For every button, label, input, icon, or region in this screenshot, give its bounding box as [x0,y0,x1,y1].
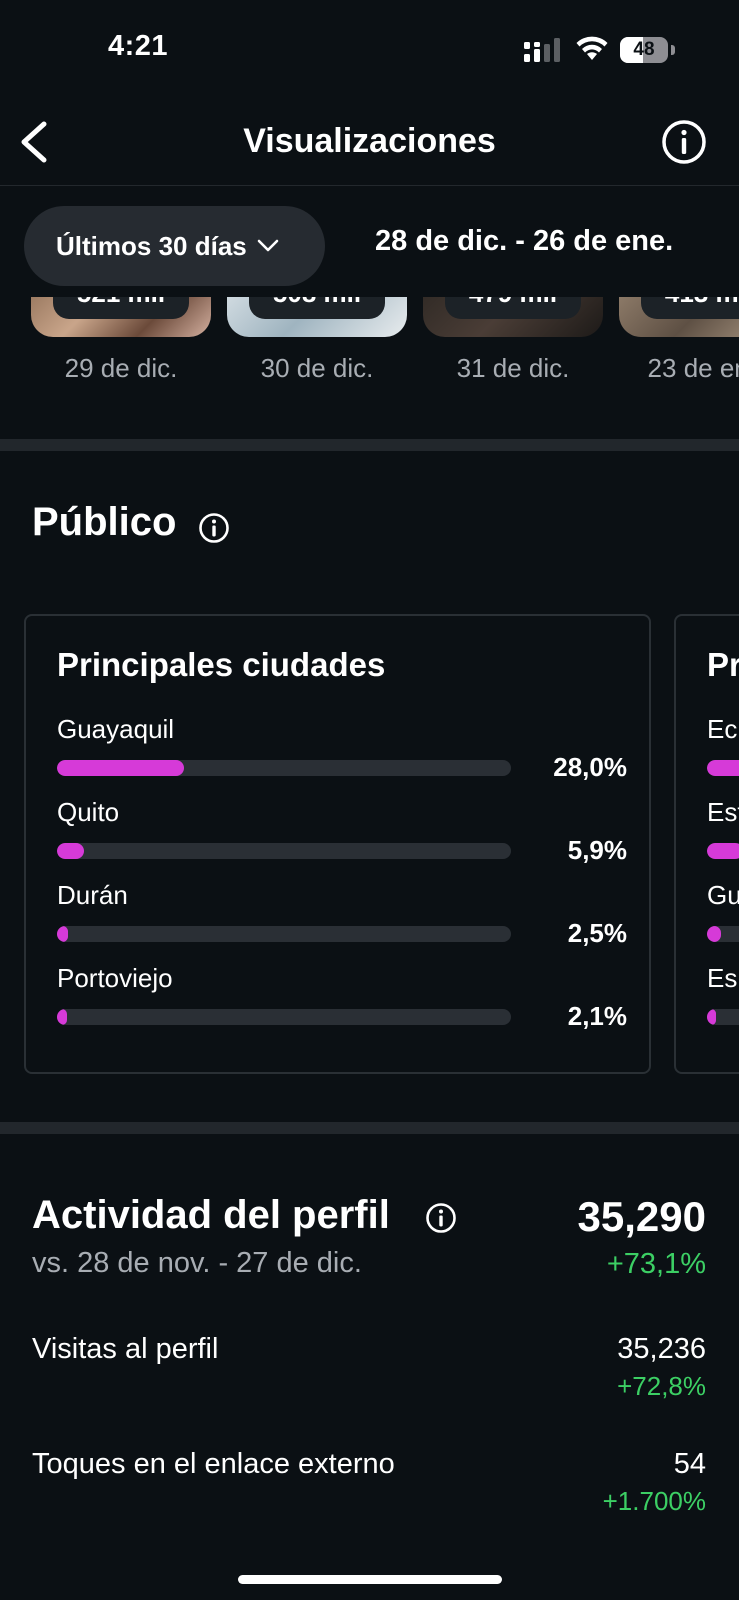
city-row: Quito 5,9% [57,797,627,877]
chevron-left-icon[interactable] [14,118,58,166]
content-thumbnail[interactable]: 508 mil [227,297,407,337]
top-cities-card: Principales ciudades Guayaquil 28,0% Qui… [24,614,651,1074]
battery-level: 48 [633,39,655,60]
city-row: Durán 2,5% [57,880,627,960]
thumbnail-date: 23 de ene. [647,353,739,383]
country-row: Est [707,797,739,877]
country-bar-track [707,926,739,942]
content-thumbnail[interactable]: 521 mil [31,297,211,337]
top-nav-bar: Visualizaciones [0,100,739,186]
city-percentage: 2,5% [567,918,627,948]
city-name: Durán [57,880,128,910]
city-percentage: 28,0% [553,752,627,782]
city-bar-fill [57,760,185,776]
city-bar-fill [57,926,69,942]
status-bar: 4:21 48 [0,0,739,100]
content-thumbnail[interactable]: 479 mil [423,297,603,337]
thumbnail-views: 479 mil [445,297,581,319]
city-bar-fill [57,1009,67,1025]
metric-row-external-link-taps: Toques en el enlace externo 54 +1.700% [32,1448,706,1528]
metric-value: 35,236 [617,1333,706,1365]
date-range: 28 de dic. - 26 de ene. [375,225,674,257]
country-bar-fill [707,926,721,942]
thumbnail-date: 31 de dic. [456,353,570,383]
country-bar-track [707,760,739,776]
page-title: Visualizaciones [243,122,496,160]
country-bar-fill [707,1009,717,1025]
top-content-carousel: 521 mil 29 de dic. 508 mil 30 de dic. 47… [0,297,739,432]
city-bar-track [57,843,511,859]
comparison-period: vs. 28 de nov. - 27 de dic. [32,1247,362,1279]
country-bar-fill [707,843,739,859]
country-bar-track [707,1009,739,1025]
home-indicator[interactable] [238,1575,502,1584]
metric-change: +72,8% [617,1371,706,1401]
wifi-icon [576,36,608,60]
thumbnail-views: 521 mil [53,297,189,319]
status-time: 4:21 [108,30,169,62]
metric-change: +1.700% [602,1486,706,1516]
metric-value: 54 [673,1448,706,1480]
country-name: Ecu [707,714,739,744]
profile-activity-total: 35,290 [577,1193,706,1240]
city-percentage: 2,1% [567,1001,627,1031]
country-name: Est [707,797,739,827]
content-thumbnail[interactable]: 413 mil [619,297,739,337]
city-bar-fill [57,843,84,859]
audience-title: Público [32,500,177,544]
info-icon[interactable] [660,118,708,166]
section-divider [0,1122,739,1134]
profile-activity-title: Actividad del perfil [32,1193,390,1237]
info-icon[interactable] [198,512,230,544]
period-dropdown-label: Últimos 30 días [56,230,247,261]
thumbnail-date: 29 de dic. [64,353,178,383]
city-row: Guayaquil 28,0% [57,714,627,794]
thumbnail-date: 30 de dic. [260,353,374,383]
country-name: Gu [707,880,739,910]
chevron-down-icon [257,239,279,252]
metric-row-profile-visits: Visitas al perfil 35,236 +72,8% [32,1333,706,1413]
country-row: Ecu [707,714,739,794]
country-row: Esp [707,963,739,1043]
country-bar-track [707,843,739,859]
city-name: Guayaquil [57,714,175,744]
section-divider [0,439,739,451]
country-name: Esp [707,963,739,993]
cellular-signal-icon [524,38,560,62]
city-bar-track [57,1009,511,1025]
country-bar-fill [707,760,739,776]
date-filter-row: Últimos 30 días 28 de dic. - 26 de ene. [0,187,739,297]
profile-activity-change: +73,1% [606,1248,706,1280]
metric-label: Toques en el enlace externo [32,1448,395,1480]
period-dropdown[interactable]: Últimos 30 días [24,206,325,286]
top-countries-card[interactable]: Pr Ecu Est Gu Esp [674,614,739,1074]
city-name: Quito [57,797,120,827]
city-percentage: 5,9% [567,835,627,865]
thumbnail-views: 413 mil [641,297,739,319]
battery-icon: 48 [620,37,676,63]
info-icon[interactable] [425,1202,457,1234]
city-row: Portoviejo 2,1% [57,963,627,1043]
city-bar-track [57,760,511,776]
thumbnail-views: 508 mil [249,297,385,319]
top-countries-title: Pr [707,646,739,683]
metric-label: Visitas al perfil [32,1333,219,1365]
country-row: Gu [707,880,739,960]
city-bar-track [57,926,511,942]
top-cities-title: Principales ciudades [57,646,386,683]
city-name: Portoviejo [57,963,173,993]
